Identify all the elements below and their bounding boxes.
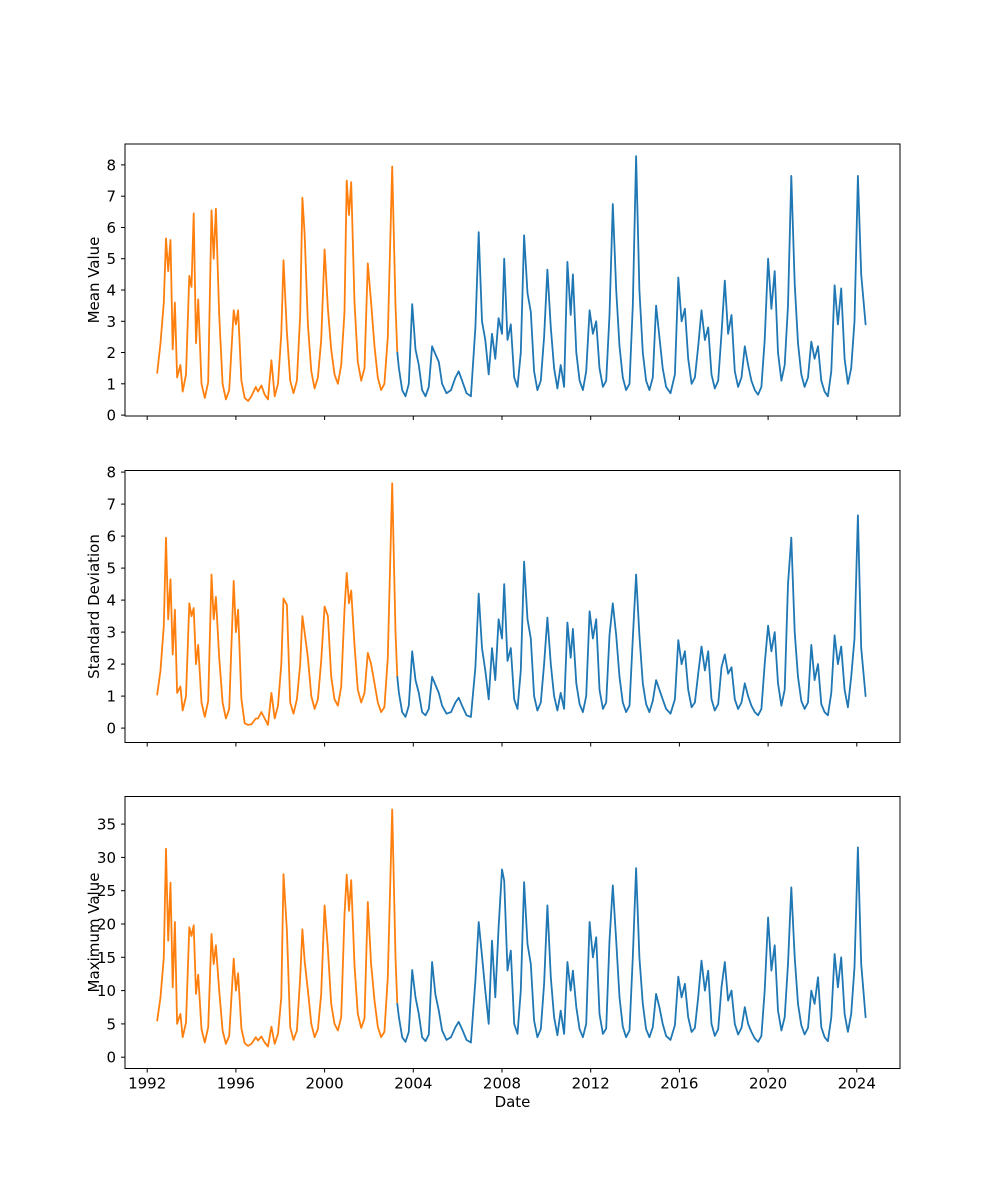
x-tick-label: 2020 bbox=[749, 1075, 787, 1093]
y-tick-label: 6 bbox=[106, 528, 116, 546]
axes-spines bbox=[124, 796, 901, 1069]
y-tick-label: 1 bbox=[106, 688, 116, 706]
y-tick-label: 4 bbox=[106, 592, 116, 610]
pre-2003-segment-line bbox=[156, 165, 399, 402]
post-2003-segment-line bbox=[396, 155, 867, 398]
y-axis-label-mean: Mean Value bbox=[85, 237, 103, 324]
y-tick-label: 1 bbox=[106, 375, 116, 393]
y-tick-label: 8 bbox=[106, 464, 116, 482]
y-tick-label: 10 bbox=[97, 982, 116, 1000]
y-tick-label: 7 bbox=[106, 188, 116, 206]
x-tick-label: 1996 bbox=[217, 1075, 255, 1093]
y-tick-label: 6 bbox=[106, 219, 116, 237]
pre-2003-segment-line bbox=[156, 482, 399, 726]
y-tick-label: 5 bbox=[106, 1015, 116, 1033]
y-tick-label: 2 bbox=[106, 344, 116, 362]
y-tick-label: 0 bbox=[106, 407, 116, 425]
y-axis-label-std: Standard Deviation bbox=[85, 534, 103, 679]
x-tick-label: 2016 bbox=[660, 1075, 698, 1093]
plot-root: 0 1 2 3 4 5 6 7 8 0 1 2 3 4 5 6 7 8 1992 1996 2000 2004 2008 20… bbox=[97, 143, 901, 1093]
x-tick-label: 2000 bbox=[306, 1075, 344, 1093]
y-tick-label: 5 bbox=[106, 560, 116, 578]
x-tick-label: 2004 bbox=[394, 1075, 432, 1093]
x-axis-label: Date bbox=[495, 1093, 531, 1111]
y-tick-label: 0 bbox=[106, 720, 116, 738]
y-tick-label: 4 bbox=[106, 282, 116, 300]
y-tick-label: 5 bbox=[106, 250, 116, 268]
y-tick-label: 7 bbox=[106, 496, 116, 514]
subplot-2: 1992 1996 2000 2004 2008 2012 2016 2020 2024 0 5 10… bbox=[97, 796, 901, 1093]
y-tick-label: 8 bbox=[106, 156, 116, 174]
y-tick-label: 30 bbox=[97, 849, 116, 867]
subplot-1: 0 1 2 3 4 5 6 7 8 bbox=[106, 464, 901, 747]
y-tick-label: 2 bbox=[106, 656, 116, 674]
x-tick-label: 2012 bbox=[572, 1075, 610, 1093]
y-tick-label: 25 bbox=[97, 882, 116, 900]
x-tick-label: 2008 bbox=[483, 1075, 521, 1093]
axes-spines bbox=[124, 143, 901, 417]
subplot-0: 0 1 2 3 4 5 6 7 8 bbox=[106, 143, 901, 425]
y-tick-label: 20 bbox=[97, 916, 116, 934]
y-tick-label: 3 bbox=[106, 624, 116, 642]
y-tick-label: 35 bbox=[97, 816, 116, 834]
pre-2003-segment-line bbox=[156, 808, 399, 1048]
x-tick-label: 2024 bbox=[838, 1075, 876, 1093]
post-2003-segment-line bbox=[396, 846, 867, 1044]
y-tick-label: 3 bbox=[106, 313, 116, 331]
post-2003-segment-line bbox=[396, 514, 867, 718]
y-tick-label: 15 bbox=[97, 949, 116, 967]
y-tick-label: 0 bbox=[106, 1049, 116, 1067]
y-axis-label-max: Maximum Value bbox=[85, 873, 103, 993]
axes-spines bbox=[124, 470, 901, 743]
x-tick-label: 1992 bbox=[128, 1075, 166, 1093]
